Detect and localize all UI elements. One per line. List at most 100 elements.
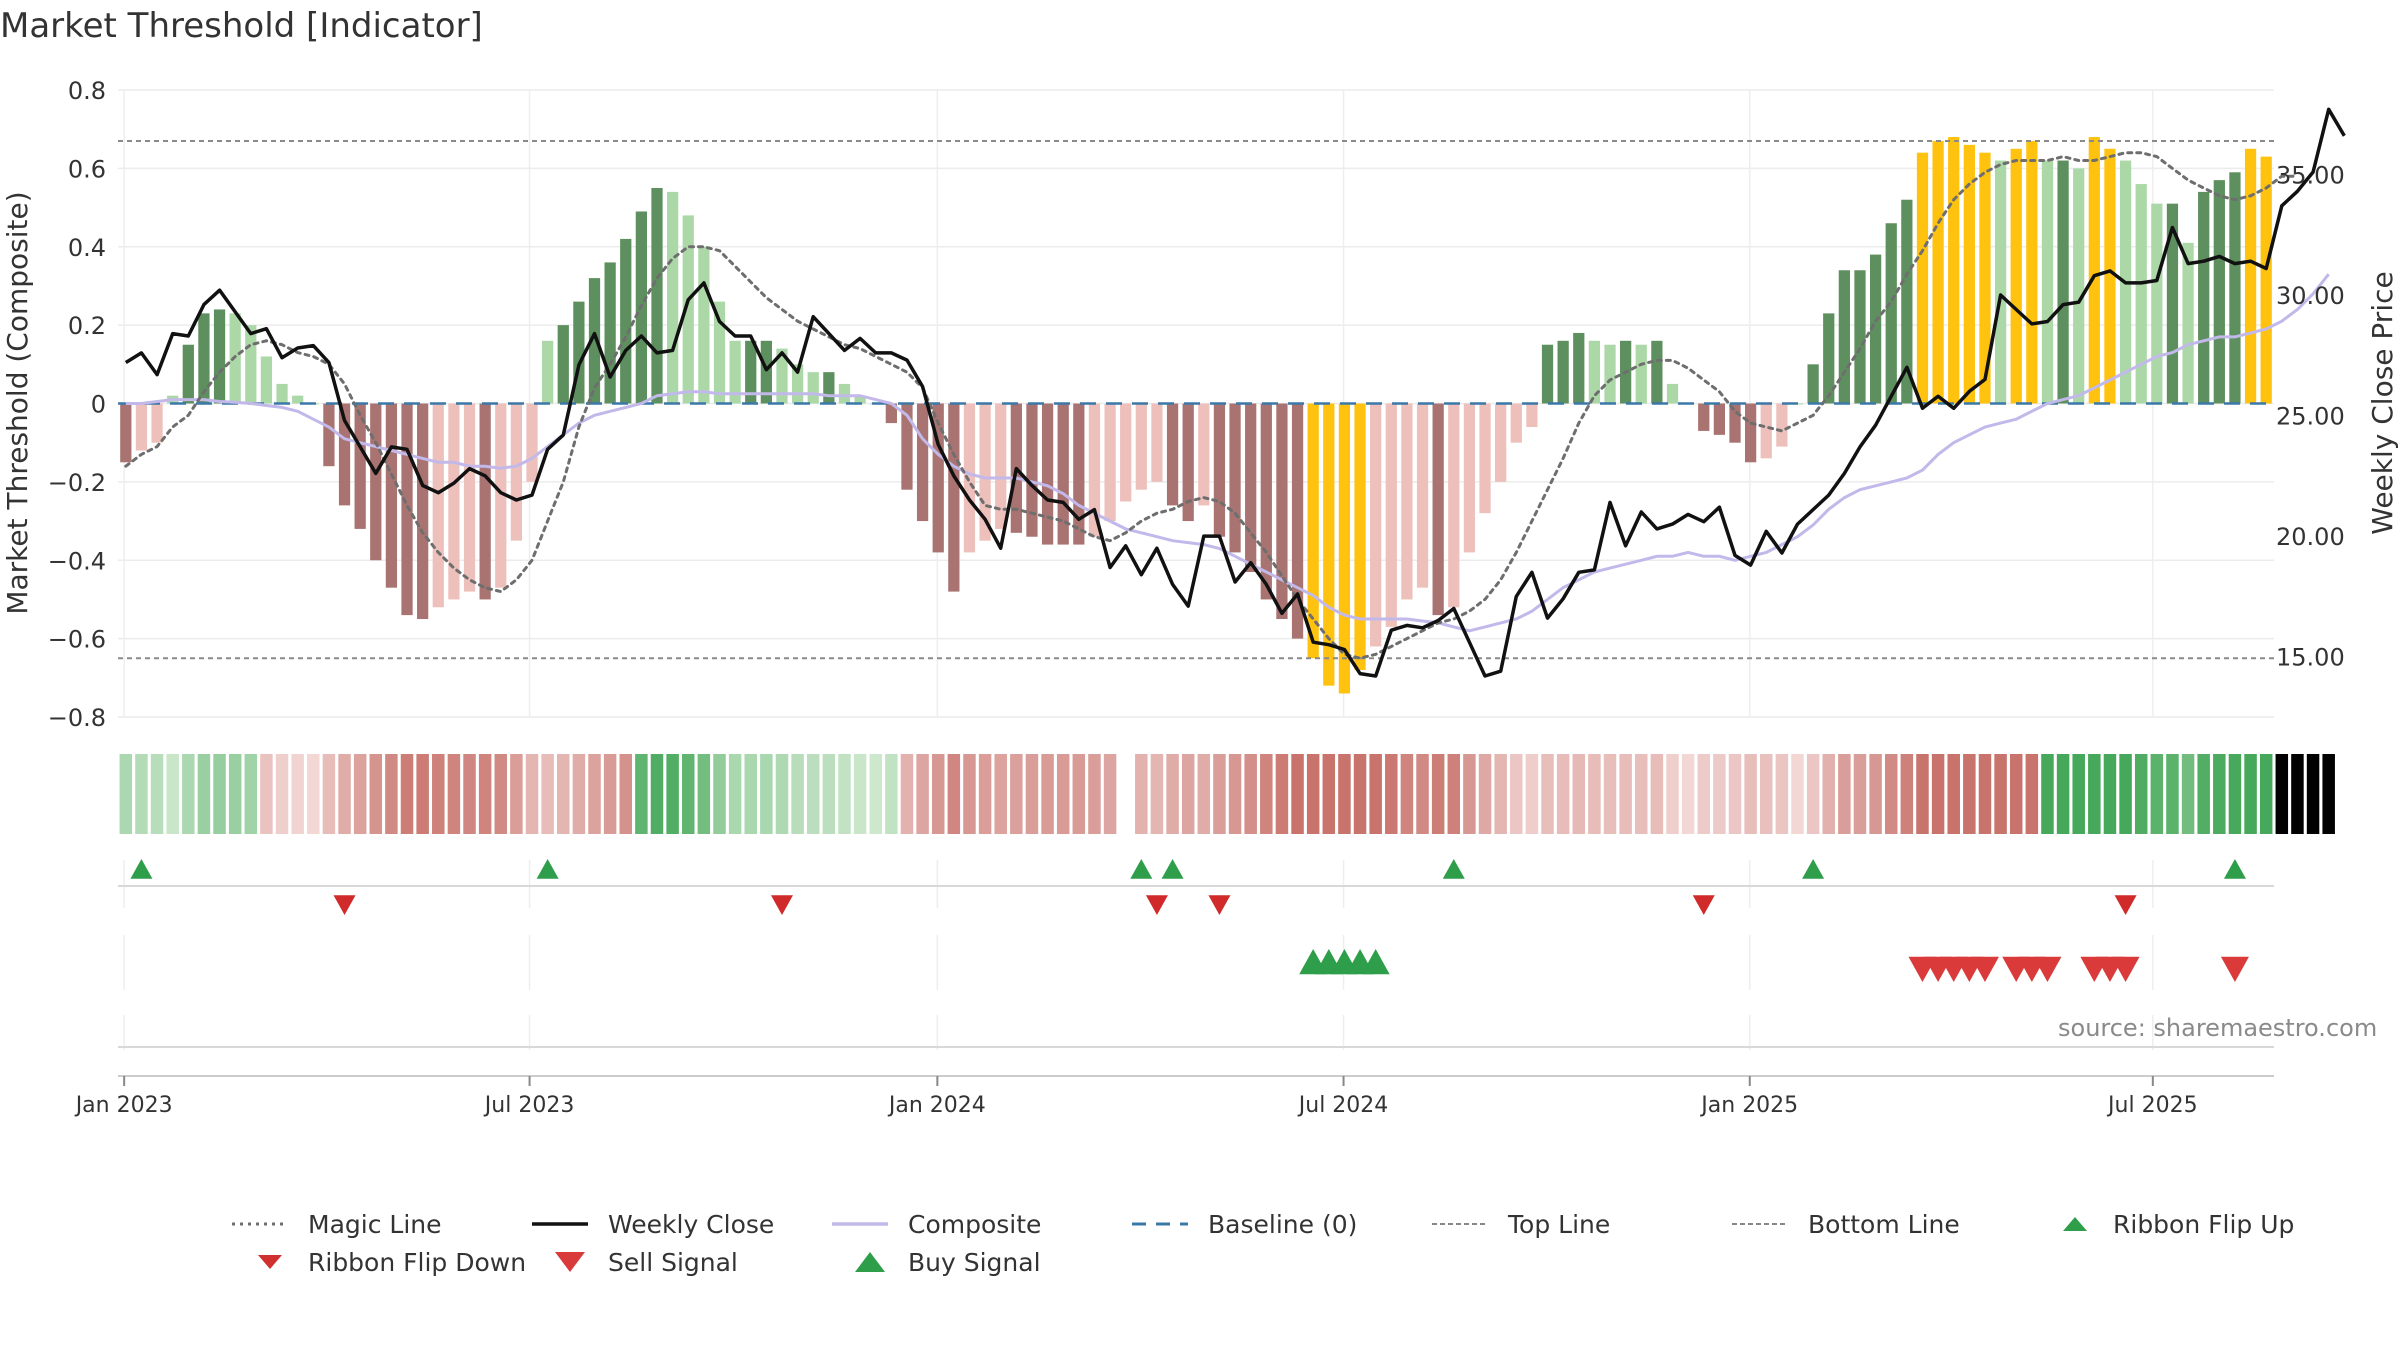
composite-bar xyxy=(791,364,804,404)
composite-bar xyxy=(1854,270,1866,404)
ribbon-cell xyxy=(1635,754,1648,834)
composite-bar xyxy=(573,301,585,404)
ribbon-flip-up-marker xyxy=(1802,859,1825,879)
ribbon-cell xyxy=(1010,754,1023,834)
legend-item-magic-line[interactable]: Magic Line xyxy=(230,1210,530,1239)
composite-bar xyxy=(1041,403,1054,545)
composite-bar xyxy=(1541,344,1554,404)
composite-bar xyxy=(417,403,429,620)
ribbon-cell xyxy=(1197,754,1211,834)
composite-bar xyxy=(2026,140,2038,404)
ribbon-cell xyxy=(1697,754,1711,834)
source-note: source: sharemaestro.com xyxy=(2058,1014,2378,1042)
ribbon-cell xyxy=(2259,754,2273,834)
ribbon-flip-up-marker xyxy=(2223,859,2246,879)
ribbon-cell xyxy=(478,754,492,834)
ribbon-cell xyxy=(228,754,242,834)
legend-label: Top Line xyxy=(1508,1209,1611,1239)
legend-item-buy-signal[interactable]: Buy Signal xyxy=(850,1248,1041,1277)
ribbon-cell xyxy=(463,754,476,834)
ribbon-cell xyxy=(1822,754,1835,834)
ribbon-cell xyxy=(619,754,633,834)
ribbon-cell xyxy=(2025,754,2039,834)
indicator-lines xyxy=(118,107,2346,678)
ribbon-cell xyxy=(1963,754,1976,834)
x-tick-label: Jan 2024 xyxy=(887,1093,986,1118)
composite-bar xyxy=(1776,403,1788,447)
legend-item-weekly-close[interactable]: Weekly Close xyxy=(530,1210,830,1239)
composite-bar xyxy=(1994,160,2007,404)
composite-bar xyxy=(604,262,616,404)
composite-bar xyxy=(1510,403,1522,443)
ribbon-cell xyxy=(1228,754,1242,834)
composite-bar xyxy=(463,403,476,592)
ribbon-cell xyxy=(1541,754,1554,834)
composite-bar xyxy=(776,348,788,404)
ribbon-cell xyxy=(1791,754,1804,834)
legend-item-ribbon-flip-down[interactable]: Ribbon Flip Down xyxy=(250,1248,550,1277)
ribbon-flip-down-marker xyxy=(2114,895,2137,915)
composite-bar xyxy=(448,403,460,600)
composite-bar xyxy=(901,403,913,490)
ribbon-cell xyxy=(2056,754,2070,834)
ribbon-cell xyxy=(1056,754,1070,834)
composite-bar xyxy=(1229,403,1241,553)
sell-signal-marker xyxy=(2220,956,2249,982)
ribbon-cell xyxy=(1838,754,1851,834)
composite-bar xyxy=(1698,403,1710,431)
composite-bar xyxy=(213,309,226,404)
ribbon-cell xyxy=(666,754,679,834)
composite-bar xyxy=(1760,403,1772,459)
legend-label: Ribbon Flip Down xyxy=(308,1247,527,1277)
legend-item-top-line[interactable]: Top Line xyxy=(1430,1210,1730,1239)
composite-bar xyxy=(276,383,288,404)
y2-axis-label: Weekly Close Price xyxy=(2366,271,2399,534)
legend-item-bottom-line[interactable]: Bottom Line xyxy=(1730,1210,2055,1239)
ribbon-cell xyxy=(244,754,258,834)
ribbon-cell xyxy=(2088,754,2101,834)
composite-line xyxy=(125,273,2330,633)
composite-bar xyxy=(807,372,819,404)
ribbon-cell xyxy=(1806,754,1820,834)
ribbon-flip-down-marker xyxy=(770,895,793,915)
composite-bar xyxy=(1416,403,1429,588)
legend-item-composite[interactable]: Composite xyxy=(830,1210,1130,1239)
composite-bar xyxy=(338,403,351,506)
legend-item-baseline[interactable]: Baseline (0) xyxy=(1130,1210,1430,1239)
legend-item-ribbon-flip-up[interactable]: Ribbon Flip Up xyxy=(2055,1210,2294,1239)
x-tick-label: Jul 2023 xyxy=(483,1093,575,1118)
composite-bar xyxy=(1198,403,1210,506)
ribbon-cell xyxy=(869,754,882,834)
composite-bar xyxy=(1182,403,1194,522)
y-tick-label: −0.8 xyxy=(48,704,106,732)
ribbon-flip-down-marker xyxy=(1145,895,1168,915)
ribbon-cell xyxy=(1041,754,1054,834)
buy-signal-marker xyxy=(1361,949,1390,975)
ribbon-cell xyxy=(338,754,351,834)
ribbon-cell xyxy=(1619,754,1632,834)
ribbon-cell xyxy=(2197,754,2210,834)
composite-bar xyxy=(1245,403,1257,573)
composite-bar xyxy=(1604,344,1616,404)
legend-item-sell-signal[interactable]: Sell Signal xyxy=(550,1248,850,1277)
ribbon-cell xyxy=(791,754,804,834)
composite-bar xyxy=(1651,340,1663,404)
ribbon-cell xyxy=(1744,754,1757,834)
ribbon-cell xyxy=(197,754,211,834)
composite-bar xyxy=(1307,403,1319,659)
ribbon-cell xyxy=(541,754,554,834)
ribbon-cell xyxy=(494,754,508,834)
sell-signal-marker xyxy=(1970,956,1999,982)
ribbon-flip-up-marker xyxy=(130,859,153,879)
ribbon-cell xyxy=(1400,754,1414,834)
composite-bar xyxy=(1807,364,1819,404)
ribbon-cell xyxy=(1166,754,1179,834)
ribbon-cell xyxy=(588,754,601,834)
composite-bar xyxy=(1979,152,1991,404)
composite-bar xyxy=(2198,191,2210,404)
ribbon-cell xyxy=(2228,754,2242,834)
y-tick-label: −0.6 xyxy=(48,626,106,654)
ribbon-cell xyxy=(1666,754,1679,834)
y-tick-label: 0.8 xyxy=(68,77,106,105)
ribbon-cell xyxy=(150,754,164,834)
